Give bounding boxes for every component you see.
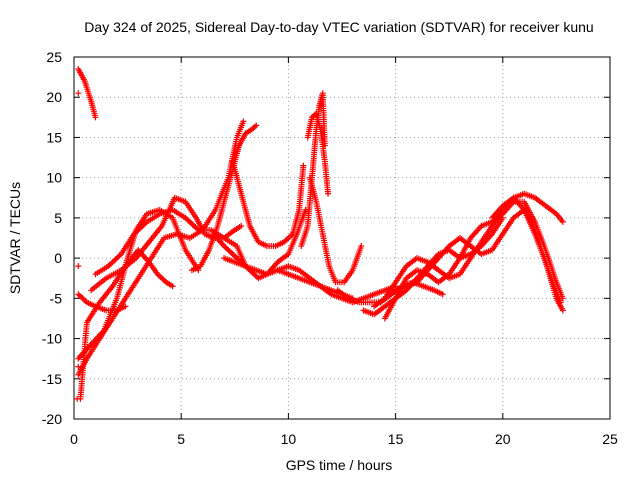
data-point (238, 222, 245, 229)
y-tick-label: 10 (46, 170, 62, 186)
axis-ticks (73, 56, 611, 420)
data-marks (74, 66, 566, 402)
y-tick-label: 20 (46, 89, 62, 105)
plot-frame (73, 56, 611, 420)
data-point (302, 206, 309, 213)
y-axis-label: SDTVAR / TECUs (7, 182, 23, 294)
x-tick-label: 25 (602, 431, 618, 447)
series-pass-i (210, 206, 309, 282)
x-axis-label: GPS time / hours (286, 457, 393, 473)
data-point (439, 291, 446, 298)
y-tick-label: -10 (42, 331, 62, 347)
chart-title: Day 324 of 2025, Sidereal Day-to-day VTE… (84, 19, 593, 35)
y-tick-label: 5 (54, 210, 62, 226)
data-point (122, 303, 129, 310)
series-pass-m (304, 110, 332, 197)
data-point (559, 218, 566, 225)
y-tick-label: 0 (54, 250, 62, 266)
series-pass-h (188, 122, 260, 274)
data-point (169, 283, 176, 290)
y-tick-label: -15 (42, 371, 62, 387)
y-tick-labels: -20 -15 -10 -5 0 5 10 15 20 25 (42, 49, 62, 427)
data-point (74, 395, 81, 402)
data-point (75, 363, 82, 370)
data-point (358, 243, 365, 250)
series-pass-j (229, 158, 307, 250)
x-tick-label: 0 (70, 431, 78, 447)
data-point (557, 299, 564, 306)
series-outliers (74, 90, 82, 402)
x-tick-label: 15 (388, 431, 404, 447)
series-pass-f (92, 206, 249, 278)
data-point (300, 162, 307, 169)
series-pass-u (489, 194, 564, 306)
x-tick-label: 10 (281, 431, 297, 447)
x-tick-labels: 0 5 10 15 20 25 (70, 431, 618, 447)
data-point (75, 90, 82, 97)
x-tick-label: 5 (177, 431, 185, 447)
y-tick-label: -5 (50, 290, 63, 306)
data-point (559, 307, 566, 314)
series-pass-s (381, 198, 566, 322)
data-point (240, 118, 247, 125)
y-tick-label: 25 (46, 49, 62, 65)
data-point (253, 122, 260, 129)
series-pass-a (75, 66, 99, 121)
y-tick-label: 15 (46, 129, 62, 145)
y-tick-label: -20 (42, 411, 62, 427)
series-pass-b (75, 118, 247, 378)
x-tick-label: 20 (495, 431, 511, 447)
series-pass-n (306, 174, 365, 286)
data-point (325, 190, 332, 197)
data-point (75, 263, 82, 270)
data-point (92, 114, 99, 121)
series-pass-g (77, 247, 176, 402)
